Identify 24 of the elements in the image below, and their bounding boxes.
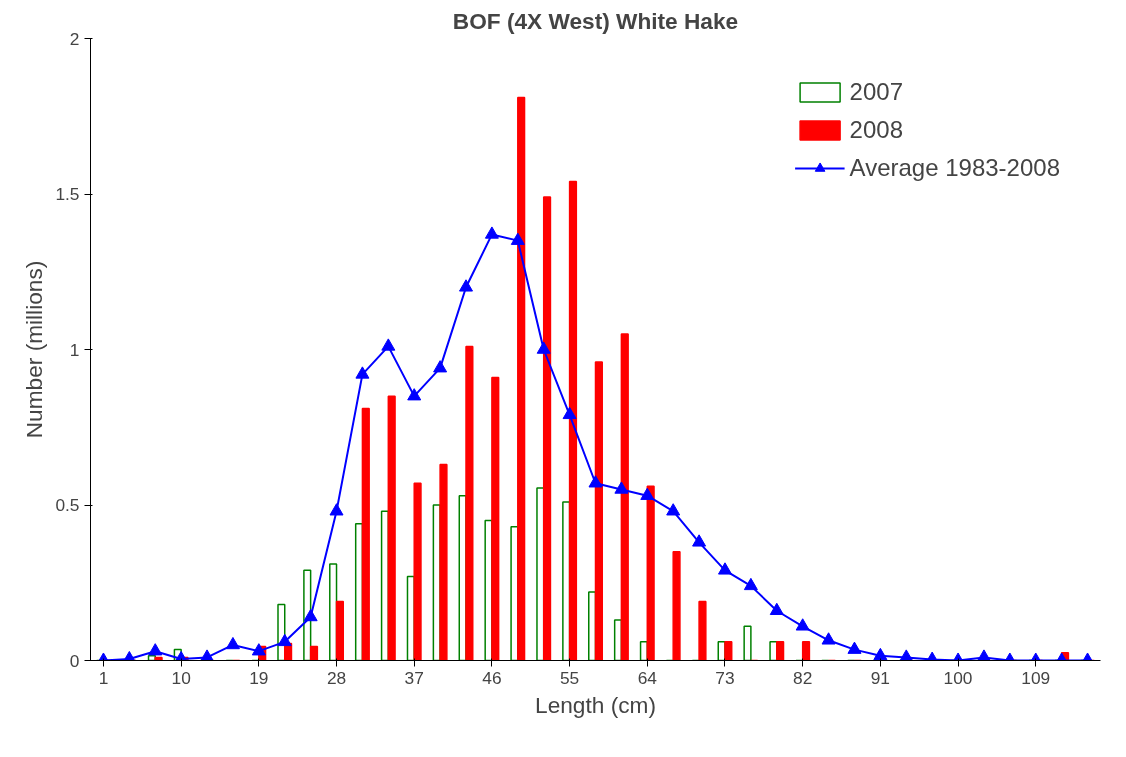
x-tick-label: 100: [943, 667, 973, 688]
x-tick-label: 82: [793, 667, 813, 688]
x-axis-title: Length (cm): [535, 691, 656, 718]
x-tick-label: 55: [559, 667, 580, 688]
y-tick-label: 0: [69, 650, 80, 671]
x-tick-label: 109: [1021, 667, 1051, 688]
x-tick-label: 46: [482, 667, 502, 688]
x-tick-label: 10: [171, 667, 191, 688]
x-tick-label: 1: [98, 667, 109, 688]
y-axis-title: Number (millions): [21, 260, 48, 439]
x-tick-label: 37: [404, 667, 424, 688]
x-tick-label: 28: [326, 667, 347, 688]
y-tick-label: 0.5: [55, 495, 80, 515]
y-tick-label: 1: [69, 339, 80, 360]
x-tick-label: 64: [637, 667, 658, 688]
y-tick-label: 1.5: [55, 184, 80, 204]
legend-label: Average 1983-2008: [849, 154, 1060, 182]
y-tick-label: 2: [69, 28, 80, 49]
x-tick-label: 91: [870, 667, 891, 688]
chart-title: BOF (4X West) White Hake: [452, 7, 739, 34]
x-tick-label: 19: [249, 667, 269, 688]
legend-label: 2007: [849, 78, 903, 106]
legend-label: 2008: [849, 116, 903, 144]
x-tick-label: 73: [715, 667, 735, 688]
